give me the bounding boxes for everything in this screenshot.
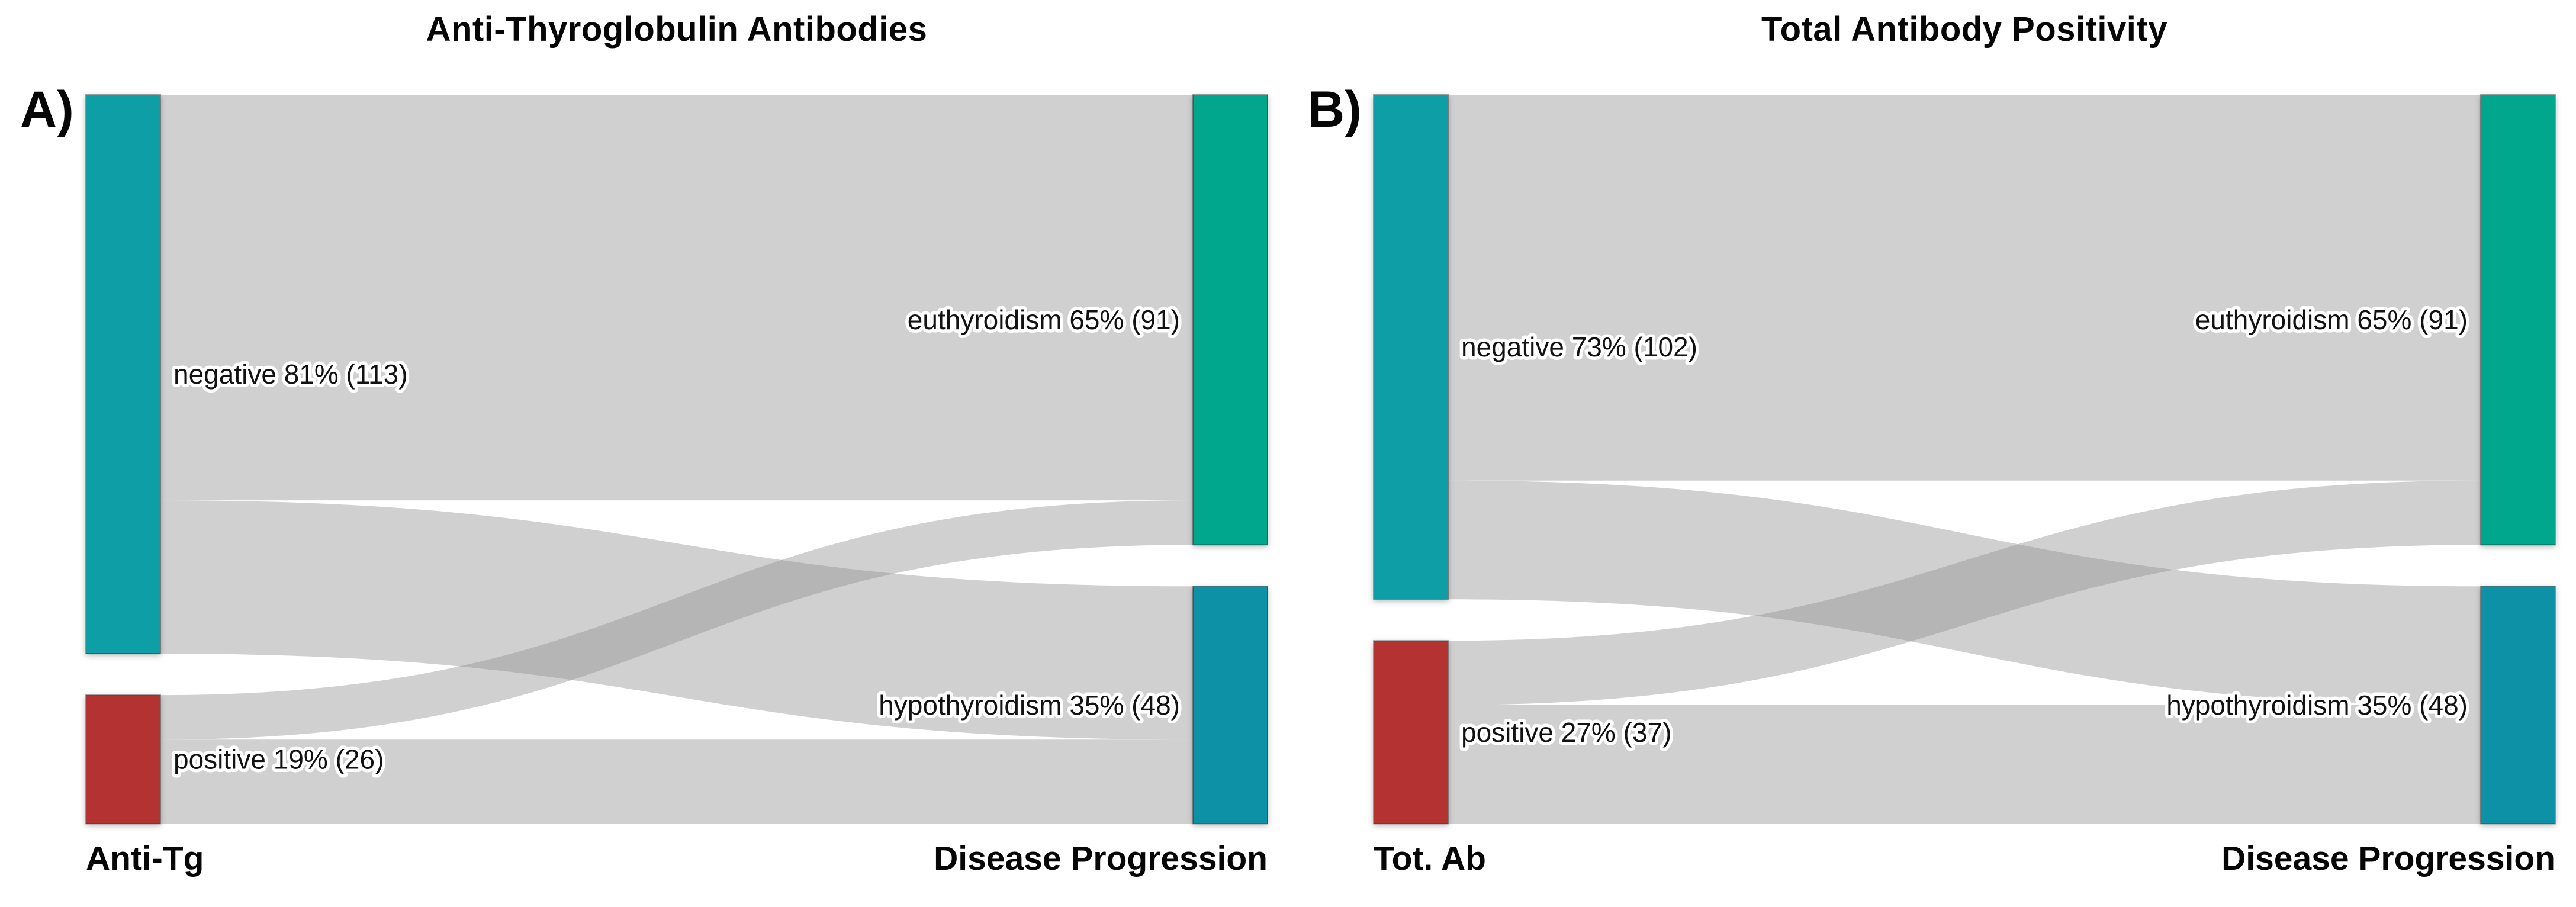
sankey-svg-1: negative 73% (102) positive 27% (37) euthy…	[1373, 94, 2556, 825]
sankey-node-euthyroidism	[1192, 94, 1268, 546]
sankey-link-positive-hypothyroidism	[1448, 705, 2481, 824]
sankey-link-negative-hypothyroidism	[1448, 480, 2481, 705]
node-label-positive: positive 27% (37)	[1461, 717, 1671, 748]
node-label-euthyroidism: euthyroidism 65% (91)	[908, 304, 1180, 335]
panel-b-title: Total Antibody Positivity	[1761, 10, 2167, 49]
sankey-node-euthyroidism	[2480, 94, 2556, 546]
sankey-link-positive-hypothyroidism	[160, 739, 1193, 824]
panel-b-letter: B)	[1308, 81, 1362, 138]
sankey-svg-0: negative 81% (113) positive 19% (26) euthy…	[85, 94, 1268, 825]
sankey-link-negative-hypothyroidism	[160, 500, 1193, 740]
panel-a-source-axis-label: Anti-Tg	[86, 840, 204, 877]
panel-b-target-axis-label: Disease Progression	[2221, 840, 2555, 877]
sankey-node-hypothyroidism	[1192, 586, 1268, 825]
panel-tot-ab: Total Antibody Positivity B) negative 73…	[1288, 0, 2575, 907]
sankey-link-negative-euthyroidism	[1448, 95, 2481, 481]
node-label-euthyroidism: euthyroidism 65% (91)	[2195, 304, 2468, 335]
node-label-hypothyroidism: hypothyroidism 35% (48)	[2166, 690, 2468, 721]
sankey-link-positive-euthyroidism	[160, 500, 1193, 740]
sankey-node-negative	[1373, 94, 1449, 600]
node-label-negative: negative 81% (113)	[173, 359, 408, 390]
panel-a-title: Anti-Thyroglobulin Antibodies	[426, 10, 928, 49]
sankey-node-hypothyroidism	[2480, 586, 2556, 825]
panel-a-target-axis-label: Disease Progression	[934, 840, 1268, 877]
panel-anti-tg: Anti-Thyroglobulin Antibodies A) negativ…	[20, 10, 1268, 877]
panel-b-source-axis-label: Tot. Ab	[1374, 840, 1486, 877]
node-label-hypothyroidism: hypothyroidism 35% (48)	[879, 690, 1180, 721]
sankey-link-positive-euthyroidism	[1448, 480, 2481, 705]
node-label-negative: negative 73% (102)	[1461, 332, 1697, 362]
sankey-node-negative	[85, 94, 161, 655]
sankey-node-positive	[85, 694, 161, 825]
sankey-node-positive	[1373, 640, 1449, 825]
node-label-positive: positive 19% (26)	[173, 744, 384, 775]
panel-a-letter: A)	[20, 81, 74, 138]
sankey-link-negative-euthyroidism	[160, 95, 1193, 501]
